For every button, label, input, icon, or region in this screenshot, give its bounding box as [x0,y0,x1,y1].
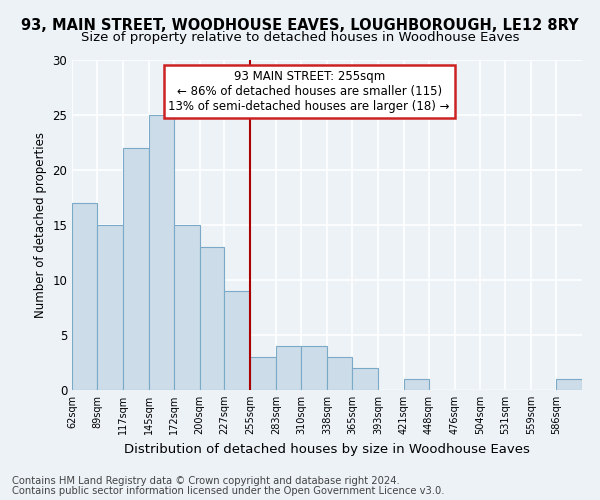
Text: Size of property relative to detached houses in Woodhouse Eaves: Size of property relative to detached ho… [81,31,519,44]
Bar [556,379,582,390]
X-axis label: Distribution of detached houses by size in Woodhouse Eaves: Distribution of detached houses by size … [124,442,530,456]
Bar [327,357,352,390]
Bar [123,148,149,390]
Bar [149,115,173,390]
Text: 93 MAIN STREET: 255sqm
← 86% of detached houses are smaller (115)
13% of semi-de: 93 MAIN STREET: 255sqm ← 86% of detached… [169,70,450,113]
Bar [224,291,250,390]
Bar [199,247,224,390]
Bar [250,357,276,390]
Text: Contains public sector information licensed under the Open Government Licence v3: Contains public sector information licen… [12,486,445,496]
Bar [404,379,428,390]
Bar [301,346,327,390]
Y-axis label: Number of detached properties: Number of detached properties [34,132,47,318]
Bar [276,346,301,390]
Bar [173,225,199,390]
Text: Contains HM Land Registry data © Crown copyright and database right 2024.: Contains HM Land Registry data © Crown c… [12,476,400,486]
Bar [97,225,123,390]
Bar [72,203,97,390]
Bar [352,368,378,390]
Text: 93, MAIN STREET, WOODHOUSE EAVES, LOUGHBOROUGH, LE12 8RY: 93, MAIN STREET, WOODHOUSE EAVES, LOUGHB… [21,18,579,32]
